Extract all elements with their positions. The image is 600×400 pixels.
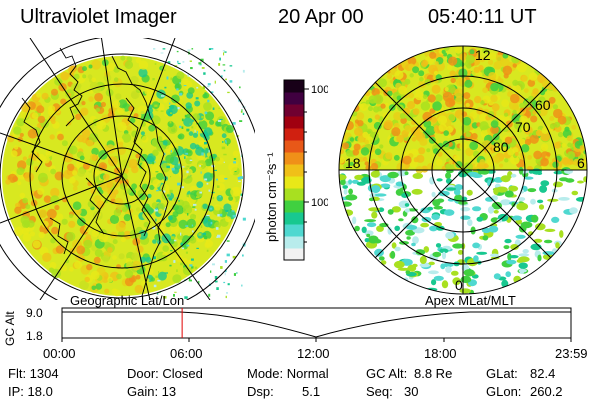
mlt-label-18: 18 bbox=[345, 155, 361, 171]
x-tick-1800: 18:00 bbox=[424, 346, 457, 361]
lat-label-60: 60 bbox=[535, 97, 551, 113]
glon-value: 260.2 bbox=[530, 384, 563, 399]
colorbar-tick-100: 100 bbox=[311, 197, 328, 209]
glat-label: GLat: bbox=[486, 366, 518, 381]
x-tick-1200: 12:00 bbox=[297, 346, 330, 361]
instrument-title: Ultraviolet Imager bbox=[20, 6, 177, 28]
mlt-label-0: 0 bbox=[455, 277, 463, 293]
gc-alt-label: GC Alt: bbox=[366, 366, 408, 381]
door-status: Door: Closed bbox=[127, 366, 203, 381]
mode-value: Mode: Normal bbox=[247, 366, 329, 381]
colorbar-gradient bbox=[284, 80, 304, 261]
dsp-value: 5.1 bbox=[302, 384, 321, 399]
coastline-overlay bbox=[21, 47, 169, 297]
dsp-label: Dsp: bbox=[247, 384, 274, 399]
ip-value: IP: 18.0 bbox=[8, 384, 53, 399]
time-label: 05:40:11 UT bbox=[428, 6, 537, 28]
emission-speckles bbox=[152, 48, 246, 299]
glat-value: 82.4 bbox=[530, 366, 556, 381]
gc-alt-value: 8.8 Re bbox=[414, 366, 453, 381]
geographic-image bbox=[0, 38, 255, 300]
lat-lon-grid bbox=[0, 38, 255, 300]
gc-alt-tick-9: 9.0 bbox=[26, 306, 43, 320]
gain-value: Gain: 13 bbox=[127, 384, 177, 399]
lat-label-80: 80 bbox=[493, 139, 509, 155]
seq-value: 30 bbox=[404, 384, 419, 399]
lat-label-70: 70 bbox=[515, 119, 531, 135]
gc-alt-tick-1.8: 1.8 bbox=[26, 329, 43, 343]
colorbar-tick-1000: 1000 bbox=[311, 84, 328, 96]
geographic-caption: Geographic Lat/Lon bbox=[70, 293, 185, 308]
glon-label: GLon: bbox=[486, 384, 522, 399]
flight-number: Flt: 1304 bbox=[8, 366, 59, 381]
gc-alt-axis-label: GC Alt bbox=[3, 311, 17, 346]
x-tick-0000: 00:00 bbox=[43, 346, 76, 361]
mlt-label-12: 12 bbox=[475, 47, 491, 63]
polar-grid bbox=[338, 45, 588, 295]
polar-mlt-plot: 12 18 6 0 60 70 80 bbox=[338, 45, 588, 295]
x-tick-2359: 23:59 bbox=[555, 346, 588, 361]
colorbar-unit-label: photon cm⁻²s⁻¹ bbox=[264, 152, 279, 242]
gc-alt-x-ticks bbox=[61, 338, 572, 342]
apex-caption: Apex MLat/MLT bbox=[425, 293, 516, 308]
colorbar: 1000 100 photon cm⁻²s⁻¹ bbox=[264, 79, 328, 261]
colorbar-ticks bbox=[304, 88, 309, 243]
mlt-label-6: 6 bbox=[577, 155, 585, 171]
x-tick-0600: 06:00 bbox=[170, 346, 203, 361]
gc-alt-plot: GC Alt 9.0 1.8 bbox=[3, 306, 572, 346]
seq-label: Seq: bbox=[366, 384, 393, 399]
date-label: 20 Apr 00 bbox=[278, 6, 364, 28]
gc-alt-curve bbox=[62, 311, 571, 338]
